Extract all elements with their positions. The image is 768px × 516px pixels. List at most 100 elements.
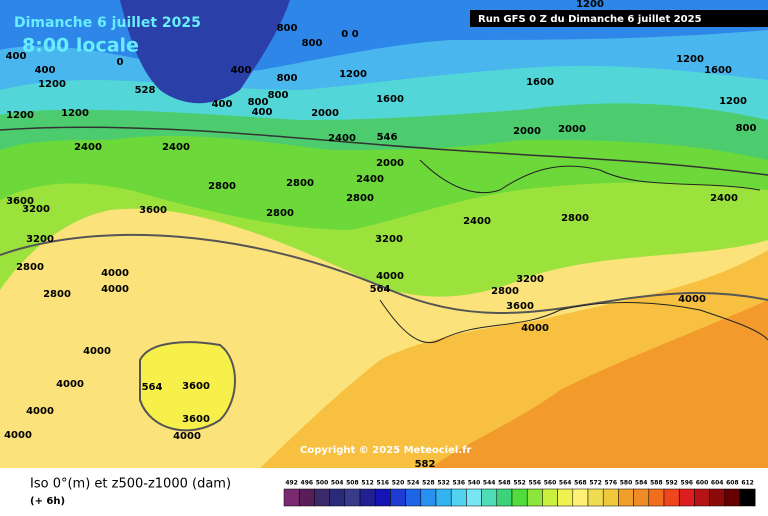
contour-label: 800	[302, 38, 323, 49]
legend-swatch	[724, 488, 741, 507]
legend-swatch	[298, 488, 315, 507]
contour-label: 3600	[182, 414, 210, 425]
legend-value: 560	[544, 480, 557, 487]
contour-label: 2000	[311, 108, 339, 119]
contour-label: 3600	[6, 196, 34, 207]
legend-swatch	[648, 488, 665, 507]
legend-value: 556	[529, 480, 542, 487]
contour-label: 4000	[56, 379, 84, 390]
legend-value: 580	[620, 480, 633, 487]
legend-value: 504	[331, 480, 344, 487]
legend-swatch	[314, 488, 330, 507]
legend-step: (+ 6h)	[30, 496, 65, 507]
legend-value: 600	[696, 480, 709, 487]
legend-value: 508	[346, 480, 359, 487]
legend-value: 496	[301, 480, 314, 487]
contour-label: 4000	[678, 294, 706, 305]
legend-swatch	[283, 488, 300, 507]
contour-label: 2800	[491, 286, 519, 297]
contour-label: 0 0	[341, 29, 358, 40]
contour-label: 1200	[719, 96, 747, 107]
contour-label: 800	[268, 90, 289, 101]
geopotential-contour	[0, 126, 768, 176]
legend-value: 520	[392, 480, 405, 487]
contour-label: 3600	[139, 205, 167, 216]
contour-label: 3200	[26, 234, 54, 245]
contour-label: 1600	[704, 65, 732, 76]
contour-label: 800	[277, 73, 298, 84]
contour-label: 564	[142, 382, 163, 393]
contour-label: 2400	[162, 142, 190, 153]
contour-label: 564	[370, 284, 391, 295]
contour-label: 2000	[558, 124, 586, 135]
time-label: 8:00 locale	[22, 35, 139, 57]
contour-label: 2400	[710, 193, 738, 204]
high-pressure-contour	[139, 341, 236, 432]
contour-label: 1200	[6, 110, 34, 121]
legend-value: 576	[605, 480, 618, 487]
contour-label: 2400	[74, 142, 102, 153]
legend-value: 564	[559, 480, 572, 487]
contour-label: 528	[135, 85, 156, 96]
legend-swatch	[374, 488, 391, 507]
contour-label: 400	[252, 107, 273, 118]
contour-label: 1200	[676, 54, 704, 65]
contour-label: 1600	[526, 77, 554, 88]
legend-value: 524	[407, 480, 420, 487]
contour-label: 2800	[346, 193, 374, 204]
legend-swatch	[602, 488, 619, 507]
contour-label: 4000	[101, 268, 129, 279]
run-box	[470, 10, 768, 27]
contour-label: 800	[248, 97, 269, 108]
legend-swatch	[390, 488, 406, 507]
date-label: Dimanche 6 juillet 2025	[14, 15, 201, 31]
legend-swatch	[587, 488, 604, 507]
legend-swatch	[557, 488, 574, 507]
legend-value: 532	[437, 480, 450, 487]
legend-swatch	[572, 488, 589, 507]
contour-label: 400	[231, 65, 252, 76]
contour-label: 2800	[561, 213, 589, 224]
contour-label: 800	[277, 23, 298, 34]
legend-swatch	[633, 488, 650, 507]
legend-value: 500	[316, 480, 329, 487]
legend-value: 612	[741, 480, 754, 487]
contour-label: 2800	[208, 181, 236, 192]
contour-label: 2800	[43, 289, 71, 300]
contour-label: 2000	[513, 126, 541, 137]
legend-swatch	[420, 488, 437, 507]
legend-value: 568	[574, 480, 587, 487]
contour-label: 400	[212, 99, 233, 110]
legend-swatch	[739, 488, 756, 507]
legend-value: 536	[453, 480, 466, 487]
contour-label: 3600	[506, 301, 534, 312]
contour-label: 2000	[376, 158, 404, 169]
contour-label: 4000	[521, 323, 549, 334]
contour-label: 2400	[463, 216, 491, 227]
contour-label: 3200	[516, 274, 544, 285]
legend-swatch	[511, 488, 528, 507]
contour-label: 3600	[182, 381, 210, 392]
coastline	[419, 159, 761, 194]
legend-value: 596	[681, 480, 694, 487]
coastline	[379, 299, 768, 344]
contour-label: 4000	[101, 284, 129, 295]
contour-label: 2400	[328, 133, 356, 144]
legend-value: 572	[589, 480, 602, 487]
legend-swatch	[542, 488, 558, 507]
contour-label: 400	[6, 51, 27, 62]
contour-label: 4000	[83, 346, 111, 357]
contour-label: 2800	[266, 208, 294, 219]
legend-value: 528	[422, 480, 435, 487]
contour-label: 1200	[576, 0, 604, 10]
legend-value: 604	[711, 480, 724, 487]
copyright: Copyright © 2025 Meteociel.fr	[300, 445, 471, 456]
contour-label: 4000	[4, 430, 32, 441]
geopotential-contour	[0, 233, 768, 314]
legend-swatch	[663, 488, 680, 507]
contour-label: 546	[377, 132, 398, 143]
contour-label: 400	[35, 65, 56, 76]
legend-swatch	[344, 488, 361, 507]
contour-label: 1200	[61, 108, 89, 119]
